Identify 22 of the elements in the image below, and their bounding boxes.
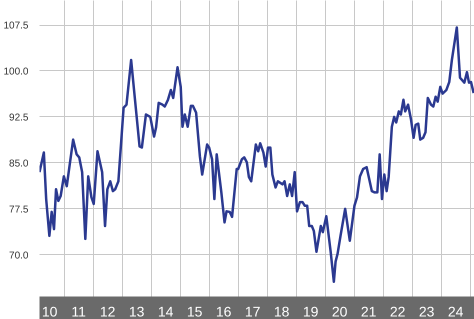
x-tick-label: 22 xyxy=(390,304,406,319)
y-tick-label: 77.5 xyxy=(9,204,29,216)
x-tick-label: 16 xyxy=(216,304,232,319)
y-tick-label: 85.0 xyxy=(9,158,29,170)
y-tick-label: 92.5 xyxy=(9,112,29,124)
x-tick-label: 24 xyxy=(448,304,464,319)
y-tick-label: 70.0 xyxy=(9,250,29,262)
x-tick-label: 13 xyxy=(128,304,145,319)
line-series xyxy=(40,26,474,284)
y-tick-label: 100.0 xyxy=(3,66,29,78)
x-tick-label: 15 xyxy=(186,304,203,319)
x-tick-label: 21 xyxy=(360,304,377,319)
x-tick-label: 12 xyxy=(100,304,116,319)
x-tick-label: 18 xyxy=(274,304,290,319)
x-tick-label: 20 xyxy=(332,304,348,319)
x-tick-label: 11 xyxy=(71,304,86,319)
x-tick-label: 14 xyxy=(158,304,174,319)
x-tick-label: 23 xyxy=(418,304,435,319)
x-tick-label: 17 xyxy=(244,304,261,319)
x-tick-label: 10 xyxy=(42,304,58,319)
y-tick-label: 107.5 xyxy=(3,20,29,32)
x-tick-label: 19 xyxy=(302,304,319,319)
